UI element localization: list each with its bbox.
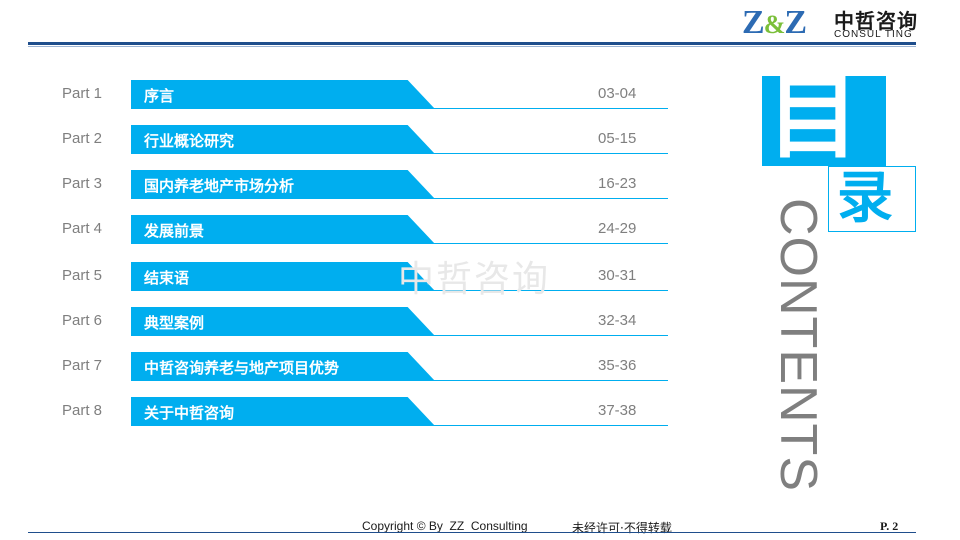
part-label: Part 2 [62, 130, 103, 147]
page-number: P. 2 [880, 519, 899, 533]
part-label: Part 5 [62, 267, 103, 284]
page-range: 30-31 [598, 267, 637, 284]
logo-mark-amp: & [763, 10, 786, 39]
brand-logo: Z&Z 中哲咨询 CONSUL TING [742, 2, 922, 44]
toc-row[interactable]: Part 7 中哲咨询养老与地产项目优势 35-36 [62, 352, 672, 384]
title-bar [131, 397, 435, 426]
title-bar [131, 125, 435, 154]
row-rule [432, 153, 668, 154]
title-bar [131, 262, 435, 291]
part-label: Part 1 [62, 85, 103, 102]
section-title: 典型案例 [144, 314, 205, 332]
footer-divider [28, 532, 916, 533]
section-title: 发展前景 [144, 222, 205, 240]
footer-copyright: Copyright © By ZZ Consulting [362, 519, 528, 533]
header-divider [28, 42, 916, 45]
page-range: 03-04 [598, 85, 637, 102]
page-range: 32-34 [598, 312, 637, 329]
toc-row[interactable]: Part 5 结束语 30-31 [62, 262, 672, 294]
row-rule [432, 335, 668, 336]
logo-mark-z2: Z [784, 4, 807, 41]
title-bar [131, 352, 435, 381]
row-rule [432, 108, 668, 109]
toc-row[interactable]: Part 4 发展前景 24-29 [62, 215, 672, 247]
logo-english-name: CONSUL TING [834, 29, 913, 40]
page-range: 16-23 [598, 175, 637, 192]
logo-mark: Z&Z [742, 4, 807, 42]
lu-character: 录 [837, 166, 893, 231]
part-label: Part 7 [62, 357, 103, 374]
part-label: Part 6 [62, 312, 103, 329]
toc-row[interactable]: Part 8 关于中哲咨询 37-38 [62, 397, 672, 429]
page-range: 24-29 [598, 220, 637, 237]
footer-notice: 未经许可·不得转载 [572, 521, 672, 535]
section-title: 中哲咨询养老与地产项目优势 [144, 359, 340, 377]
row-rule [432, 198, 668, 199]
title-bar [131, 215, 435, 244]
part-label: Part 8 [62, 402, 103, 419]
section-title: 结束语 [144, 269, 190, 287]
toc-row[interactable]: Part 3 国内养老地产市场分析 16-23 [62, 170, 672, 202]
contents-vertical-text: CONTENTS [769, 198, 827, 492]
toc-row[interactable]: Part 1 序言 03-04 [62, 80, 672, 112]
row-rule [432, 425, 668, 426]
lu-title-block: 录 [828, 166, 916, 232]
title-bar [131, 307, 435, 336]
mu-title-block: 目 [762, 72, 886, 166]
toc-row[interactable]: Part 2 行业概论研究 05-15 [62, 125, 672, 157]
section-title: 关于中哲咨询 [144, 404, 235, 422]
logo-chinese-name: 中哲咨询 [834, 9, 918, 33]
watermark: 中哲咨询 [398, 259, 551, 300]
row-rule [432, 243, 668, 244]
toc-row[interactable]: Part 6 典型案例 32-34 [62, 307, 672, 339]
section-title: 国内养老地产市场分析 [144, 177, 295, 195]
page-range: 35-36 [598, 357, 637, 374]
row-rule [432, 380, 668, 381]
section-title: 行业概论研究 [144, 132, 235, 150]
header-divider-thin [28, 46, 916, 47]
logo-mark-z1: Z [742, 4, 765, 41]
title-bar [131, 170, 435, 199]
row-rule [432, 290, 668, 291]
part-label: Part 4 [62, 220, 103, 237]
section-title: 序言 [144, 87, 175, 105]
part-label: Part 3 [62, 175, 103, 192]
mu-character: 目 [767, 64, 860, 171]
page-range: 37-38 [598, 402, 637, 419]
page-range: 05-15 [598, 130, 637, 147]
title-bar [131, 80, 435, 109]
